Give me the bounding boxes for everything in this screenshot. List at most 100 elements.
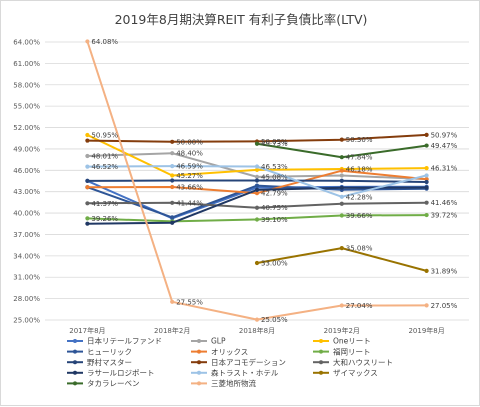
- data-label: 39.66%: [346, 212, 373, 220]
- data-point: [85, 221, 90, 226]
- data-point: [339, 173, 344, 178]
- y-tick-label: 40.00%: [13, 210, 40, 218]
- data-point: [254, 164, 260, 169]
- legend-entry: 福岡リート: [333, 347, 371, 356]
- data-point: [85, 201, 90, 206]
- data-label: 49.47%: [431, 142, 458, 150]
- legend-marker: [319, 360, 323, 365]
- legend-entry: 大和ハウスリート: [333, 357, 393, 367]
- data-label: 50.00%: [176, 138, 203, 146]
- data-point: [170, 173, 175, 178]
- legend-entry: 森トラスト・ホテル: [211, 368, 279, 378]
- legend-marker: [73, 349, 77, 354]
- data-point: [170, 178, 175, 183]
- data-point: [85, 216, 90, 221]
- data-label: 46.18%: [346, 166, 373, 174]
- data-label: 46.52%: [91, 163, 118, 171]
- x-tick-label: 2017年8月: [69, 326, 105, 335]
- data-point: [339, 168, 344, 173]
- data-point: [254, 141, 260, 146]
- data-point: [339, 155, 344, 160]
- data-point: [424, 185, 429, 190]
- data-point: [424, 173, 429, 178]
- data-label: 41.46%: [431, 199, 458, 207]
- y-tick-label: 25.00%: [13, 317, 40, 325]
- legend-marker: [319, 349, 323, 354]
- data-point: [170, 215, 175, 220]
- data-point: [339, 178, 344, 183]
- legend-marker: [197, 370, 201, 375]
- x-tick-label: 2018年8月: [239, 326, 275, 335]
- data-point: [170, 220, 175, 225]
- legend-marker: [73, 339, 77, 343]
- data-label: 43.66%: [176, 183, 203, 191]
- data-point: [254, 187, 260, 193]
- x-tick-label: 2018年2月: [154, 326, 190, 335]
- data-point: [254, 205, 260, 210]
- data-point: [254, 217, 260, 222]
- legend-entry: ヒューリック: [87, 347, 132, 356]
- data-point: [170, 184, 175, 190]
- data-label: 27.55%: [176, 298, 203, 306]
- data-point: [254, 167, 260, 172]
- legend-marker: [319, 370, 323, 375]
- x-axis-ticks: 2017年8月 2018年2月 2018年8月 2019年2月 2019年8月: [69, 326, 444, 335]
- data-label: 35.08%: [346, 245, 373, 253]
- legend-entry: GLP: [211, 337, 226, 346]
- y-axis-ticks: 25.00% 28.00% 31.00% 34.00% 37.00% 40.00% 43.0…: [13, 39, 40, 325]
- data-label: 49.73%: [261, 140, 288, 148]
- y-tick-label: 58.00%: [13, 81, 40, 89]
- data-point: [424, 212, 429, 218]
- y-tick-label: 37.00%: [13, 231, 40, 239]
- data-point: [170, 164, 175, 169]
- legend-marker: [197, 360, 201, 365]
- data-point: [339, 201, 344, 206]
- data-point: [339, 194, 344, 199]
- data-label: 42.79%: [261, 190, 288, 198]
- legend-marker: [197, 381, 201, 386]
- data-point: [339, 246, 344, 251]
- data-label: 46.59%: [176, 163, 203, 171]
- y-tick-label: 46.00%: [13, 167, 40, 175]
- data-point: [424, 165, 429, 171]
- legend-marker: [73, 360, 77, 365]
- data-point: [85, 164, 90, 169]
- data-point: [254, 183, 260, 188]
- data-point: [85, 132, 90, 138]
- data-point: [339, 303, 344, 308]
- data-labels: 48.01% 48.40% 45.08% 50.95% 45.27% 46.18% 46.3…: [91, 38, 457, 324]
- data-label: 50.05%: [261, 138, 288, 146]
- legend-entry: 三菱地所物流: [211, 378, 256, 388]
- data-point: [85, 39, 90, 44]
- data-point: [254, 191, 260, 196]
- data-label: 27.04%: [346, 302, 373, 310]
- legend-marker: [197, 349, 201, 354]
- legend-entry: オリックス: [211, 347, 248, 356]
- legend-marker: [319, 339, 323, 343]
- data-label: 39.10%: [261, 216, 288, 224]
- data-point: [339, 137, 344, 142]
- legend-entry: Oneリート: [333, 337, 371, 346]
- data-point: [424, 268, 429, 273]
- data-label: 50.30%: [346, 136, 373, 144]
- data-point: [85, 185, 90, 190]
- y-tick-label: 52.00%: [13, 124, 40, 132]
- data-label: 33.00%: [261, 259, 288, 267]
- y-tick-label: 43.00%: [13, 188, 40, 196]
- y-tick-label: 61.00%: [13, 60, 40, 68]
- y-tick-label: 55.00%: [13, 103, 40, 111]
- data-point: [254, 174, 260, 179]
- y-tick-label: 31.00%: [13, 274, 40, 282]
- data-label: 64.08%: [91, 38, 118, 46]
- data-point: [254, 178, 260, 183]
- data-label: 45.08%: [261, 173, 288, 181]
- legend-entry: 日本アコモデーション: [211, 357, 286, 367]
- data-point: [424, 303, 429, 308]
- data-label: 39.26%: [91, 215, 118, 223]
- data-label: 31.89%: [431, 267, 458, 275]
- legend-entry: 野村マスター: [87, 357, 132, 367]
- x-tick-label: 2019年8月: [408, 326, 444, 335]
